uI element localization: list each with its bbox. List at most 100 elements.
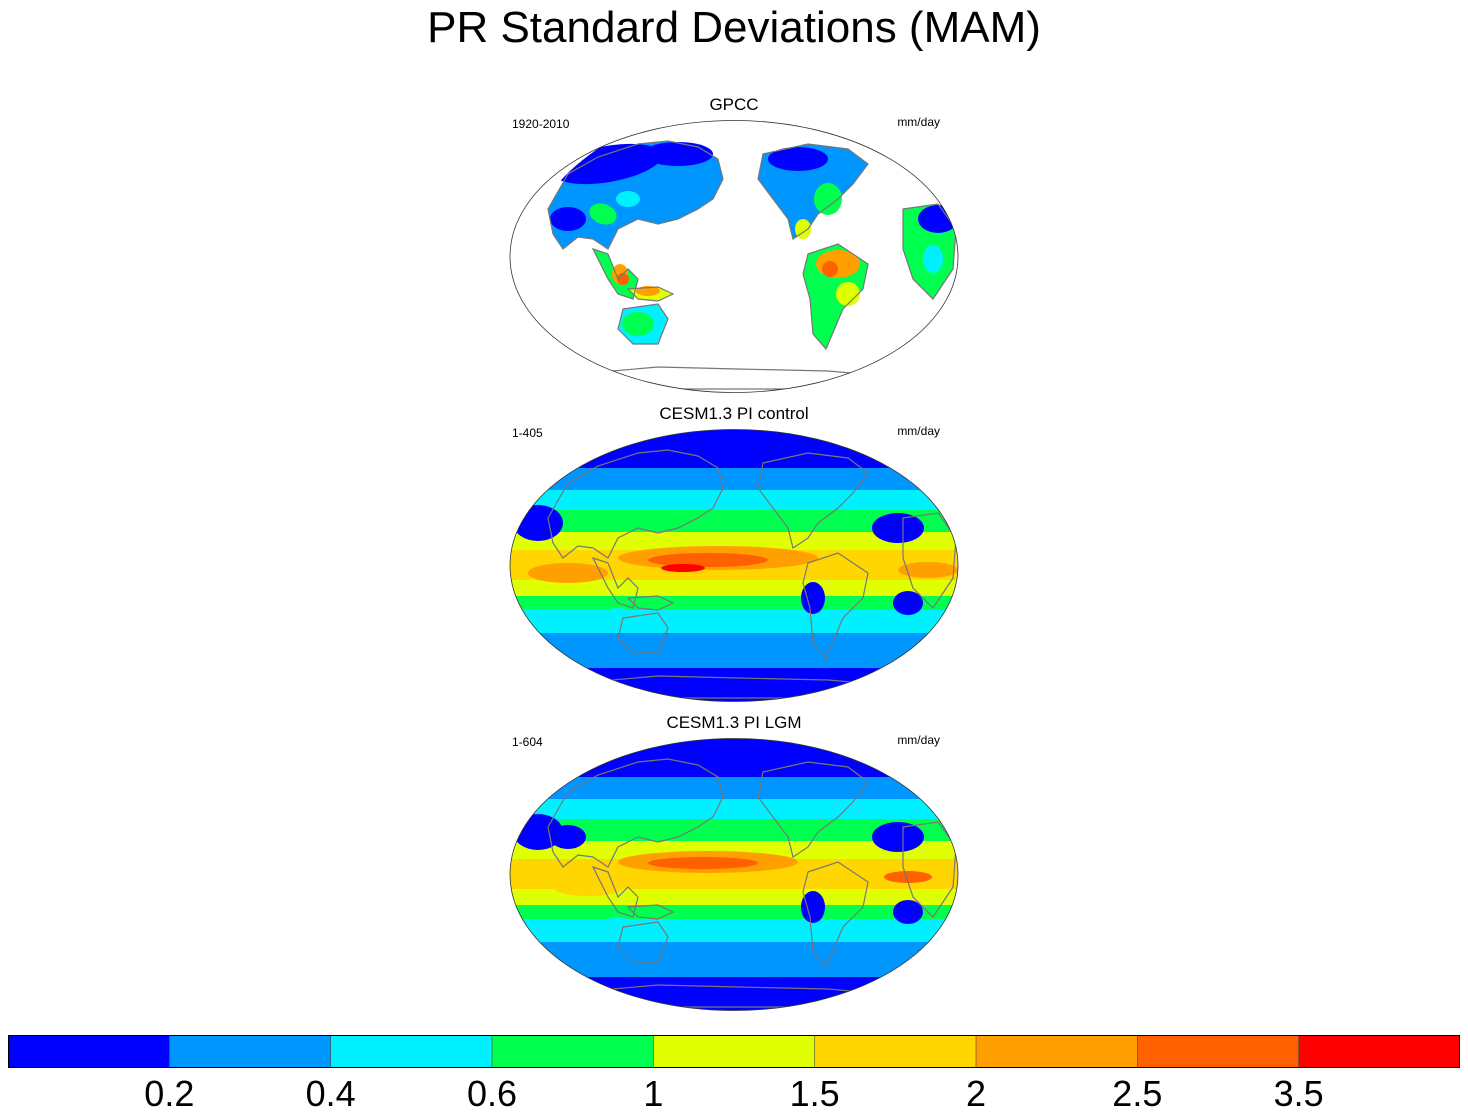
contour-region (822, 261, 838, 277)
coastline (591, 865, 639, 918)
coastline (902, 821, 957, 918)
contour-region (602, 917, 634, 937)
panel-title: CESM1.3 PI LGM (666, 713, 802, 732)
contour-region (814, 183, 842, 215)
contour-region (528, 563, 608, 583)
contour-band (510, 819, 958, 841)
coastline (626, 595, 675, 611)
coastline (757, 452, 869, 549)
colorbar-border (8, 1035, 1460, 1068)
units-label: mm/day (897, 733, 940, 747)
colorbar (8, 1035, 1460, 1068)
map-border (509, 120, 959, 393)
contour-band (510, 919, 958, 942)
map-border (509, 738, 959, 1011)
contour-band (510, 799, 958, 819)
contour-band (510, 633, 958, 668)
units-label: mm/day (897, 115, 940, 129)
coastline (591, 556, 639, 609)
coastline (617, 921, 669, 963)
coastline (902, 203, 957, 300)
contour-region (589, 203, 617, 225)
map-pi-control (509, 429, 959, 702)
colorbar-swatch (169, 1035, 332, 1068)
colorbar-swatch (1298, 1035, 1460, 1068)
contour-region (768, 147, 828, 171)
figure-title: PR Standard Deviations (MAM) (427, 3, 1041, 52)
coastline (547, 140, 724, 250)
coastline (547, 758, 724, 868)
contour-region (622, 312, 654, 336)
colorbar-label: 0.6 (466, 1073, 518, 1114)
contour-region (795, 219, 811, 239)
period-label: 1-604 (512, 735, 543, 749)
contour-band (510, 942, 958, 977)
coastline (902, 512, 957, 609)
coastline (757, 761, 869, 858)
contour-region (550, 825, 586, 849)
coastline (591, 247, 639, 300)
colorbar-label: 0.4 (305, 1073, 356, 1114)
coastline (626, 286, 675, 302)
period-label: 1-405 (512, 426, 543, 440)
contour-band (510, 596, 958, 610)
contour-region (836, 282, 860, 306)
coastline (802, 861, 869, 969)
colorbar-label: 2 (965, 1073, 987, 1114)
contour-region (648, 857, 758, 869)
colorbar-swatch (492, 1035, 654, 1068)
coastline (626, 904, 675, 920)
units-label: mm/day (897, 424, 940, 438)
colorbar-swatch (1137, 1035, 1300, 1068)
contour-region (918, 205, 958, 233)
period-label: 1920-2010 (512, 117, 570, 131)
contour-band (510, 777, 958, 799)
ocean-background (510, 120, 958, 393)
contour-band (510, 468, 958, 490)
contour-region (893, 900, 923, 924)
contour-region (923, 245, 943, 273)
contour-region (661, 564, 705, 572)
map-border (509, 429, 959, 702)
panel-pi-control: CESM1.3 PI control 1-405 mm/day (508, 404, 960, 704)
panel-title: CESM1.3 PI control (659, 404, 809, 423)
contour-region (513, 505, 563, 541)
coastline (802, 243, 869, 351)
polar-band (510, 429, 958, 468)
coastline (617, 303, 669, 345)
contour-region (617, 273, 629, 285)
contour-region (872, 513, 924, 543)
colorbar-label: 1 (643, 1073, 664, 1114)
colorbar-label: 2.5 (1112, 1073, 1163, 1114)
colorbar-swatch (814, 1035, 977, 1068)
colorbar-label: 1.5 (789, 1073, 840, 1114)
contour-region (801, 582, 825, 614)
coastline (802, 552, 869, 660)
panel-title: GPCC (709, 95, 759, 114)
colorbar-swatch (8, 1035, 170, 1068)
coastline (547, 449, 724, 559)
contour-region (884, 871, 932, 883)
contour-region (893, 591, 923, 615)
colorbar-label: 0.2 (144, 1073, 195, 1114)
contour-region (550, 207, 586, 231)
contour-region (801, 891, 825, 923)
contour-band (510, 905, 958, 919)
contour-band (510, 490, 958, 510)
contour-region (553, 878, 623, 896)
contour-region (898, 562, 958, 578)
panel-pi-lgm: CESM1.3 PI LGM 1-604 mm/day (508, 713, 960, 1013)
contour-band (510, 610, 958, 633)
contour-band (510, 510, 958, 532)
contour-region (643, 142, 713, 166)
colorbar-labels: 0.2 0.4 0.6 1 1.5 2 2.5 3.5 (8, 1072, 1460, 1116)
map-gpcc (509, 120, 959, 393)
coastline (757, 143, 869, 240)
contour-region (872, 822, 924, 852)
panel-gpcc: GPCC 1920-2010 mm/day (508, 95, 960, 395)
contour-region (602, 608, 634, 628)
colorbar-label: 3.5 (1273, 1073, 1324, 1114)
contour-region (616, 191, 640, 207)
map-pi-lgm (509, 738, 959, 1011)
colorbar-swatch (330, 1035, 493, 1068)
